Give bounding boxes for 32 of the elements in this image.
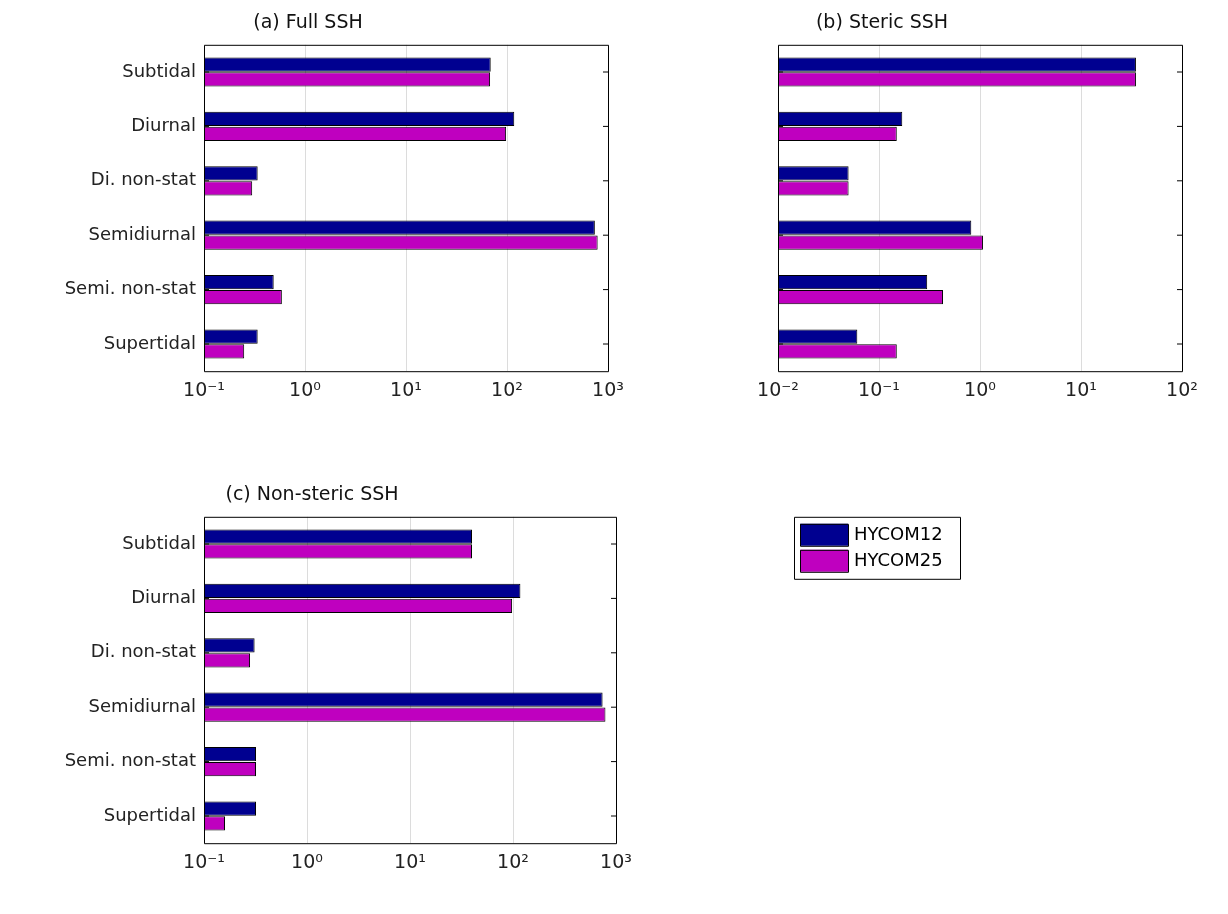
x-tick-label: 10⁻² — [757, 377, 799, 400]
x-tick-label: 10³ — [592, 377, 624, 400]
chart-title: (b) Steric SSH — [815, 10, 949, 33]
chart-title: (a) Full SSH — [253, 10, 363, 33]
x-tick-label: 10¹ — [390, 377, 422, 400]
x-tick-label: 10⁻¹ — [183, 849, 225, 872]
x-tick-label: 10⁰ — [289, 377, 321, 400]
y-tick-label: Semi. non-stat — [64, 749, 196, 771]
x-tick-label: 10⁰ — [964, 377, 996, 400]
y-tick-label: Semidiurnal — [88, 694, 196, 716]
x-tick-label: 10² — [497, 849, 529, 872]
x-tick-label: 10⁻¹ — [183, 377, 225, 400]
chart-title: (c) Non-steric SSH — [225, 482, 399, 505]
y-tick-label: Subtidal — [122, 531, 196, 553]
x-tick-label: 10¹ — [394, 849, 426, 872]
y-tick-label: Di. non-stat — [90, 640, 196, 662]
x-tick-label: 10⁰ — [291, 849, 323, 872]
legend-label: HYCOM12 — [854, 523, 943, 545]
x-tick-label: 10⁻¹ — [858, 377, 900, 400]
x-tick-label: 10³ — [600, 849, 632, 872]
y-tick-label: Supertidal — [103, 331, 196, 353]
y-tick-label: Semidiurnal — [88, 222, 196, 244]
y-tick-label: Diurnal — [131, 586, 196, 608]
y-tick-label: Diurnal — [131, 114, 196, 136]
x-tick-label: 10² — [1166, 377, 1198, 400]
x-tick-label: 10¹ — [1065, 377, 1097, 400]
y-tick-label: Supertidal — [103, 803, 196, 825]
y-tick-label: Semi. non-stat — [64, 277, 196, 299]
y-tick-label: Subtidal — [122, 59, 196, 81]
legend-label: HYCOM25 — [854, 549, 943, 571]
y-tick-label: Di. non-stat — [90, 168, 196, 190]
x-tick-label: 10² — [491, 377, 523, 400]
